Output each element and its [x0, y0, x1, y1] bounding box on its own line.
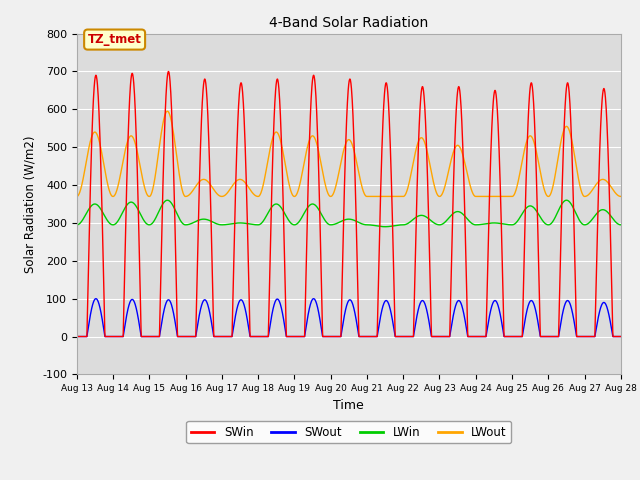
- SWin: [569, 182, 577, 188]
- SWin: [73, 334, 81, 339]
- Line: SWin: SWin: [77, 72, 621, 336]
- X-axis label: Time: Time: [333, 399, 364, 412]
- Line: LWin: LWin: [77, 200, 621, 227]
- LWin: [381, 224, 388, 229]
- LWout: [365, 193, 372, 199]
- LWout: [73, 193, 81, 199]
- LWout: [569, 143, 577, 149]
- SWout: [92, 296, 100, 301]
- SWin: [365, 334, 372, 339]
- LWin: [376, 224, 384, 229]
- Y-axis label: Solar Radiation (W/m2): Solar Radiation (W/m2): [24, 135, 36, 273]
- SWin: [164, 69, 172, 74]
- LWout: [617, 193, 625, 199]
- SWout: [376, 314, 384, 320]
- SWout: [507, 334, 515, 339]
- Title: 4-Band Solar Radiation: 4-Band Solar Radiation: [269, 16, 428, 30]
- LWin: [584, 220, 592, 226]
- SWout: [569, 312, 577, 318]
- SWin: [584, 334, 592, 339]
- LWout: [507, 193, 515, 199]
- Text: TZ_tmet: TZ_tmet: [88, 33, 141, 46]
- SWout: [73, 334, 81, 339]
- LWout: [376, 193, 384, 199]
- LWin: [365, 222, 372, 228]
- LWin: [163, 197, 171, 203]
- SWin: [617, 334, 625, 339]
- LWout: [163, 108, 171, 114]
- Line: SWout: SWout: [77, 299, 621, 336]
- SWout: [584, 334, 592, 339]
- SWout: [617, 334, 625, 339]
- SWin: [507, 334, 515, 339]
- SWin: [225, 334, 232, 339]
- LWin: [225, 221, 232, 227]
- LWout: [225, 188, 232, 194]
- LWin: [508, 222, 515, 228]
- SWin: [376, 197, 384, 203]
- LWin: [617, 222, 625, 228]
- Line: LWout: LWout: [77, 111, 621, 196]
- SWout: [225, 334, 232, 339]
- LWin: [73, 222, 81, 228]
- LWout: [584, 192, 592, 198]
- LWin: [570, 205, 577, 211]
- Legend: SWin, SWout, LWin, LWout: SWin, SWout, LWin, LWout: [186, 421, 511, 444]
- SWout: [365, 334, 372, 339]
